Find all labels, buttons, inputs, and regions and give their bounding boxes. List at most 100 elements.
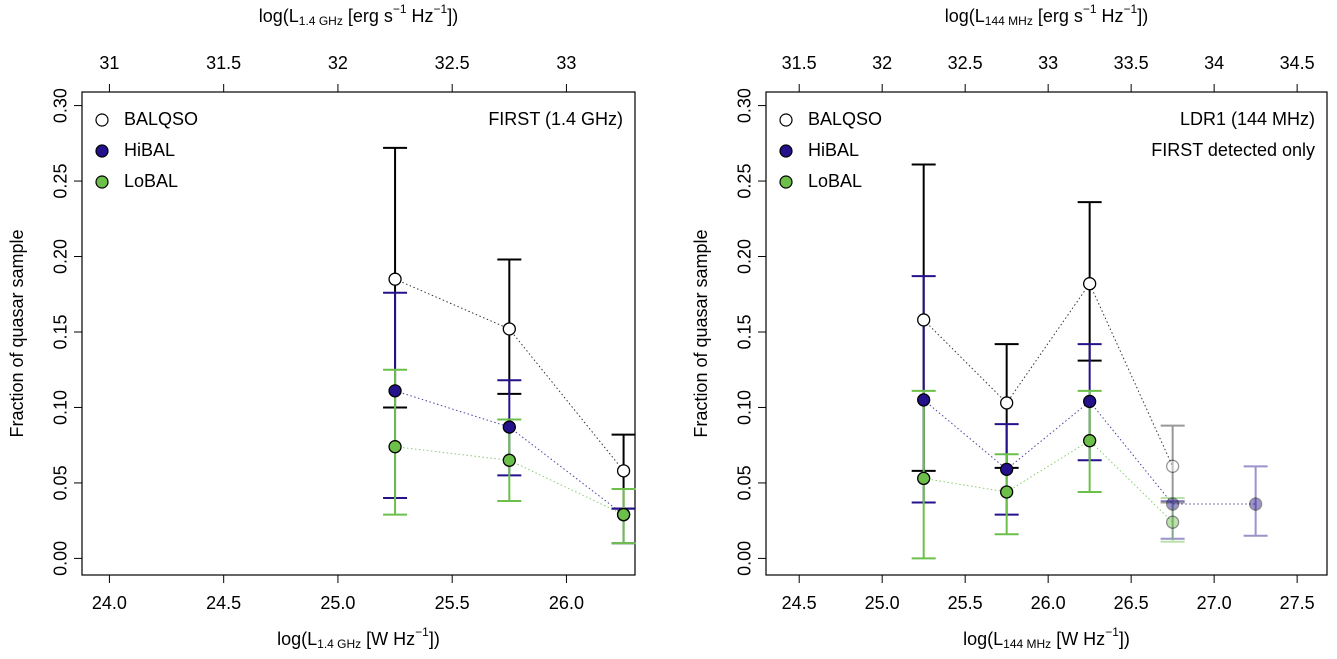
data-point xyxy=(917,393,931,407)
axis-title-part: −1 xyxy=(434,2,448,16)
legend-label: HiBAL xyxy=(808,140,859,160)
axis-title-part: log(L xyxy=(945,6,985,26)
legend-marker xyxy=(779,144,793,158)
x2-tick-label: 33 xyxy=(1038,53,1058,73)
axis-title-part: −1 xyxy=(1083,2,1097,16)
y-tick-label: 0.25 xyxy=(51,164,71,199)
annotation: LDR1 (144 MHz) xyxy=(1180,109,1315,129)
y-tick-label: 0.30 xyxy=(735,88,755,123)
x2-tick-label: 34.5 xyxy=(1280,53,1315,73)
data-point xyxy=(616,507,631,522)
x2-tick-label: 32.5 xyxy=(435,53,470,73)
data-point xyxy=(388,272,402,286)
data-point xyxy=(1165,515,1180,529)
legend-marker xyxy=(779,113,793,127)
x-tick-label: 25.5 xyxy=(948,593,983,613)
axis-title-part: −1 xyxy=(415,625,429,639)
axis-title-part: Hz xyxy=(407,6,434,26)
error-bar xyxy=(1160,500,1185,540)
y-tick-label: 0.10 xyxy=(735,390,755,425)
x2-tick-label: 31.5 xyxy=(206,53,241,73)
y-tick-label: 0.00 xyxy=(735,541,755,576)
axis-title-part: 1.4 GHz xyxy=(299,14,343,28)
y-tick-label: 0.10 xyxy=(51,390,71,425)
axis-title-part: log(L xyxy=(277,629,317,649)
axis-title-part: ]) xyxy=(1119,629,1130,649)
data-point xyxy=(1083,434,1097,448)
axis-title-part: [erg s xyxy=(343,6,393,26)
x2-tick-label: 31.5 xyxy=(782,53,817,73)
axis-title: log(L1.4 GHz [W Hz−1]) xyxy=(277,625,440,651)
axis-title: log(L1.4 GHz [erg s−1 Hz−1]) xyxy=(259,2,458,28)
x-tick-label: 24.5 xyxy=(206,593,241,613)
axis-title-part: [W Hz xyxy=(1051,629,1105,649)
legend-marker xyxy=(95,144,109,158)
error-bar xyxy=(1160,424,1185,504)
legend-label: LoBAL xyxy=(124,171,178,191)
annotation: FIRST detected only xyxy=(1151,140,1315,160)
axis-title-part: −1 xyxy=(393,2,407,16)
axis-title-part: [W Hz xyxy=(361,629,415,649)
y-axis-title: Fraction of quasar sample xyxy=(691,229,711,437)
legend-marker xyxy=(95,175,109,189)
series-line xyxy=(923,440,1173,523)
x-tick-label: 25.0 xyxy=(320,593,355,613)
axis-title-part: ]) xyxy=(447,6,458,26)
data-point xyxy=(1248,497,1263,511)
data-point xyxy=(1000,462,1014,476)
legend-label: BALQSO xyxy=(808,109,882,129)
x-tick-label: 24.5 xyxy=(782,593,817,613)
error-bar xyxy=(1160,497,1185,543)
axis-title-part: [erg s xyxy=(1033,6,1083,26)
data-point xyxy=(502,322,516,336)
axis-title-part: ]) xyxy=(429,629,440,649)
x-tick-label: 26.0 xyxy=(549,593,584,613)
y-tick-label: 0.05 xyxy=(735,465,755,500)
y-tick-label: 0.20 xyxy=(735,239,755,274)
axis-title-part: Hz xyxy=(1097,6,1124,26)
y-tick-label: 0.05 xyxy=(51,465,71,500)
plot-frame xyxy=(81,91,636,576)
y-tick-label: 0.15 xyxy=(735,314,755,349)
axis-title: log(L144 MHz [erg s−1 Hz−1]) xyxy=(945,2,1148,28)
legend-label: BALQSO xyxy=(124,109,198,129)
data-point xyxy=(388,440,402,454)
x-tick-label: 25.5 xyxy=(435,593,470,613)
x2-tick-label: 32.5 xyxy=(948,53,983,73)
legend-label: HiBAL xyxy=(124,140,175,160)
y-tick-label: 0.00 xyxy=(51,541,71,576)
x2-tick-label: 32 xyxy=(872,53,892,73)
data-point xyxy=(1000,485,1014,499)
data-point xyxy=(1083,394,1097,409)
x-tick-label: 27.5 xyxy=(1280,593,1315,613)
data-point xyxy=(1083,277,1097,291)
y-tick-label: 0.30 xyxy=(51,88,71,123)
y-tick-label: 0.15 xyxy=(51,314,71,349)
axis-title-part: −1 xyxy=(1105,625,1119,639)
axis-title-part: log(L xyxy=(963,629,1003,649)
x-tick-label: 24.0 xyxy=(92,593,127,613)
axis-title-part: ]) xyxy=(1137,6,1148,26)
axis-title-part: −1 xyxy=(1124,2,1138,16)
x2-tick-label: 33.5 xyxy=(1114,53,1149,73)
axis-title-part: 1.4 GHz xyxy=(317,637,361,651)
x2-tick-label: 31 xyxy=(99,53,119,73)
data-point xyxy=(1165,497,1180,511)
y-tick-label: 0.20 xyxy=(51,239,71,274)
x-tick-label: 27.0 xyxy=(1197,593,1232,613)
legend-marker xyxy=(95,113,109,127)
x-tick-label: 26.0 xyxy=(1031,593,1066,613)
data-point xyxy=(616,464,631,478)
axis-title-part: 144 MHz xyxy=(1003,637,1051,651)
x-tick-label: 26.5 xyxy=(1114,593,1149,613)
data-point xyxy=(1165,459,1180,473)
series-line xyxy=(923,282,1174,467)
x2-tick-label: 33 xyxy=(556,53,576,73)
x2-tick-label: 32 xyxy=(328,53,348,73)
axis-title-part: 144 MHz xyxy=(985,14,1033,28)
data-point xyxy=(917,313,931,327)
error-bar xyxy=(1243,465,1268,537)
axis-title: log(L144 MHz [W Hz−1]) xyxy=(963,625,1130,651)
data-point xyxy=(1000,396,1014,410)
